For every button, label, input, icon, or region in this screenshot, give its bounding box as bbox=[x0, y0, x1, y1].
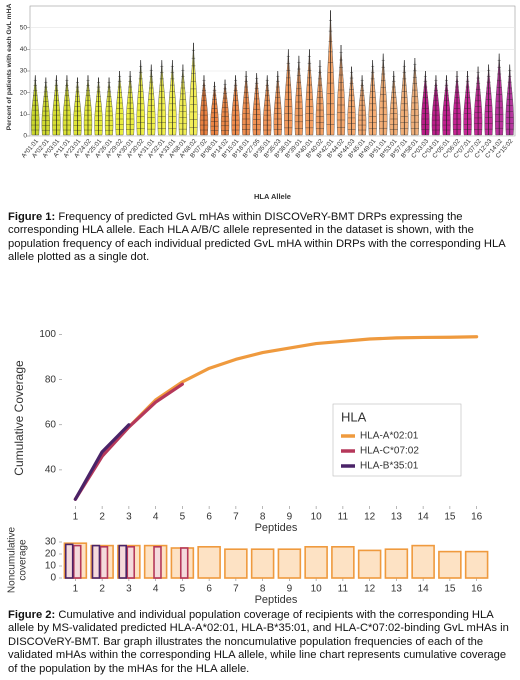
line bbox=[73, 423, 131, 501]
x-axis-label: Peptides bbox=[255, 522, 298, 534]
y-axis-label: coverage bbox=[18, 539, 29, 581]
bar bbox=[357, 549, 382, 579]
legend-title: HLA bbox=[341, 409, 367, 424]
bar bbox=[224, 548, 248, 579]
x-tick-label: 5 bbox=[180, 584, 186, 595]
x-tick-label: 3 bbox=[126, 512, 132, 523]
x-tick-label: 4 bbox=[153, 584, 159, 595]
x-tick-label: 1 bbox=[73, 512, 79, 523]
bar bbox=[179, 547, 189, 579]
figure-2-caption: Figure 2: Cumulative and individual popu… bbox=[8, 609, 510, 676]
bar bbox=[411, 544, 435, 579]
y-tick-label: 80 bbox=[45, 374, 57, 385]
y-tick-label: 10 bbox=[45, 561, 57, 572]
x-tick-label: 16 bbox=[471, 584, 483, 595]
y-tick-label: 10 bbox=[20, 111, 28, 118]
x-tick-label: 15 bbox=[444, 584, 456, 595]
y-tick-label: 20 bbox=[45, 549, 57, 560]
bar bbox=[438, 550, 462, 579]
bar bbox=[197, 545, 221, 579]
legend-label: HLA-A*02:01 bbox=[360, 431, 419, 442]
legend-label: HLA-B*35:01 bbox=[360, 461, 419, 472]
y-tick-label: 30 bbox=[45, 537, 57, 548]
y-axis-label: Percent of patients with each GvL mHA bbox=[6, 4, 13, 131]
bar bbox=[331, 545, 355, 579]
bar bbox=[118, 544, 128, 579]
y-tick-label: 100 bbox=[39, 329, 56, 340]
bar bbox=[304, 545, 328, 579]
legend-box bbox=[332, 403, 462, 477]
x-tick-label: 11 bbox=[338, 512, 349, 523]
y-tick-label: 30 bbox=[20, 68, 28, 75]
bar bbox=[99, 545, 109, 579]
x-tick-label: 14 bbox=[418, 584, 430, 595]
x-tick-label: 13 bbox=[391, 512, 403, 523]
bar bbox=[250, 548, 275, 579]
figure-1-caption: Figure 1: Frequency of predicted GvL mHA… bbox=[8, 211, 510, 265]
y-tick-label: 50 bbox=[20, 24, 28, 31]
x-tick-label: 16 bbox=[471, 512, 483, 523]
x-tick-label: 15 bbox=[444, 512, 456, 523]
y-tick-label: 20 bbox=[20, 89, 28, 96]
y-axis-label: Cumulative Coverage bbox=[12, 360, 26, 476]
line bbox=[73, 382, 184, 501]
x-tick-label: 5 bbox=[180, 512, 186, 523]
bar bbox=[126, 545, 136, 579]
x-tick-label: 10 bbox=[311, 512, 323, 523]
x-tick-label: 2 bbox=[99, 512, 105, 523]
bar bbox=[384, 548, 409, 579]
bar bbox=[153, 545, 162, 579]
x-tick-label: 4 bbox=[153, 512, 159, 523]
bar bbox=[277, 548, 302, 579]
caption-label: Figure 1: bbox=[8, 211, 56, 223]
y-tick-label: 60 bbox=[45, 419, 57, 430]
x-tick-label: 11 bbox=[338, 584, 349, 595]
y-tick-label: 0 bbox=[23, 133, 27, 140]
y-tick-label: 40 bbox=[20, 46, 28, 53]
x-tick-label: 6 bbox=[206, 584, 212, 595]
x-tick-label: 8 bbox=[260, 512, 266, 523]
x-tick-label: 7 bbox=[233, 512, 239, 523]
x-tick-label: 2 bbox=[99, 584, 105, 595]
x-tick-label: 12 bbox=[364, 584, 376, 595]
x-axis-label: Peptides bbox=[255, 594, 298, 606]
x-tick-label: 6 bbox=[206, 512, 212, 523]
legend-label: HLA-C*07:02 bbox=[360, 446, 419, 457]
x-tick-label: 14 bbox=[418, 512, 430, 523]
y-axis-label: Noncumulative bbox=[7, 526, 18, 593]
y-tick-label: 40 bbox=[45, 465, 57, 476]
x-tick-label: 8 bbox=[260, 584, 266, 595]
x-tick-label: 13 bbox=[391, 584, 403, 595]
bar bbox=[464, 550, 489, 579]
bar bbox=[64, 543, 74, 579]
bar bbox=[72, 544, 82, 579]
caption-label: Figure 2: bbox=[8, 609, 56, 621]
x-tick-label: 7 bbox=[233, 584, 239, 595]
x-tick-label: 9 bbox=[287, 512, 293, 523]
x-axis-label: HLA Allele bbox=[254, 192, 291, 201]
x-tick-label: 1 bbox=[73, 584, 79, 595]
caption-text: Frequency of predicted GvL mHAs within D… bbox=[8, 211, 506, 264]
y-tick-label: 0 bbox=[50, 573, 56, 584]
x-tick-label: 10 bbox=[311, 584, 323, 595]
x-tick-label: 3 bbox=[126, 584, 132, 595]
x-tick-label: 12 bbox=[364, 512, 376, 523]
caption-text: Cumulative and individual population cov… bbox=[8, 609, 509, 675]
bar bbox=[91, 544, 101, 579]
x-tick-label: 9 bbox=[287, 584, 293, 595]
